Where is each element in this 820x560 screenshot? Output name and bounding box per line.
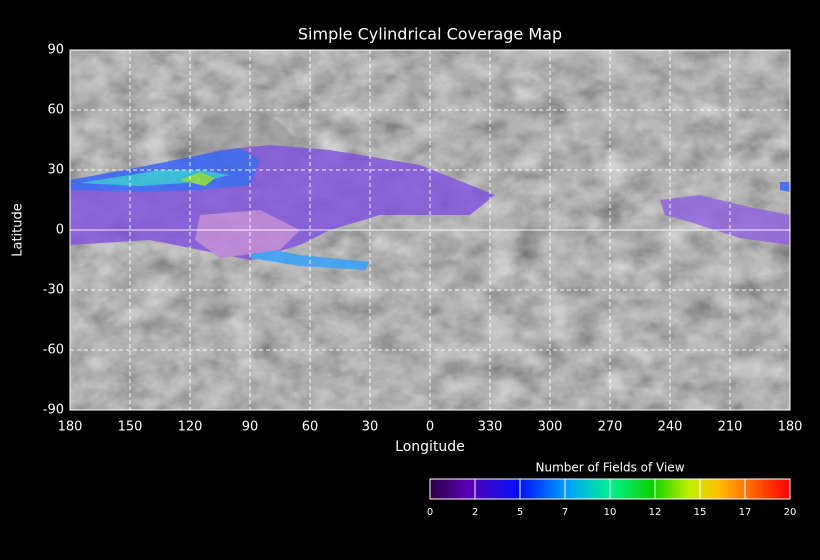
- colorbar-tick-label: 7: [562, 507, 568, 518]
- colorbar-tick-label: 10: [604, 507, 617, 518]
- colorbar-ticks: 0 2 5 7 10 12 15 17 20: [427, 479, 797, 518]
- x-axis-label: Longitude: [395, 439, 465, 455]
- colorbar-tick-label: 17: [739, 507, 752, 518]
- y-tick-label: 0: [56, 223, 64, 238]
- y-tick-label: 30: [47, 163, 64, 178]
- coverage-strip: [250, 245, 370, 270]
- colorbar-tick-label: 5: [517, 507, 523, 518]
- coverage-edge: [780, 182, 790, 192]
- x-tick-label: 0: [426, 420, 434, 435]
- grid: [70, 50, 790, 410]
- x-tick-label: 210: [718, 420, 743, 435]
- x-tick-label: 30: [362, 420, 379, 435]
- tick-labels: 180 150 120 90 60 30 0 330 300 270 240 210 180906030…: [43, 43, 803, 435]
- colorbar-tick-label: 20: [784, 507, 797, 518]
- x-tick-label: 60: [302, 420, 319, 435]
- plot-frame: [69, 49, 791, 411]
- colorbar-tick-label: 0: [427, 507, 433, 518]
- coverage-overlay: [70, 145, 790, 270]
- x-tick-label: 330: [478, 420, 503, 435]
- y-tick-label: -30: [43, 283, 64, 298]
- y-tick-label: -90: [43, 403, 64, 418]
- coverage-peak: [180, 172, 215, 186]
- colorbar-tick-label: 15: [694, 507, 707, 518]
- y-tick-label: 90: [47, 43, 64, 58]
- map-title: Simple Cylindrical Coverage Map: [298, 25, 562, 44]
- colorbar-tick-label: 12: [649, 507, 662, 518]
- coverage-east: [660, 195, 790, 245]
- x-tick-label: 240: [658, 420, 683, 435]
- x-tick-label: 90: [242, 420, 259, 435]
- x-tick-label: 150: [118, 420, 143, 435]
- coverage-pink: [195, 210, 300, 258]
- x-tick-label: 270: [598, 420, 623, 435]
- x-tick-label: 300: [538, 420, 563, 435]
- colorbar-tick-label: 2: [472, 507, 478, 518]
- x-tick-label: 180: [778, 420, 803, 435]
- x-tick-label: 120: [178, 420, 203, 435]
- y-axis-label: Latitude: [11, 203, 26, 257]
- x-tick-label: 180: [58, 420, 83, 435]
- y-tick-label: 60: [47, 103, 64, 118]
- colorbar-title: Number of Fields of View: [535, 461, 684, 475]
- y-tick-label: -60: [43, 343, 64, 358]
